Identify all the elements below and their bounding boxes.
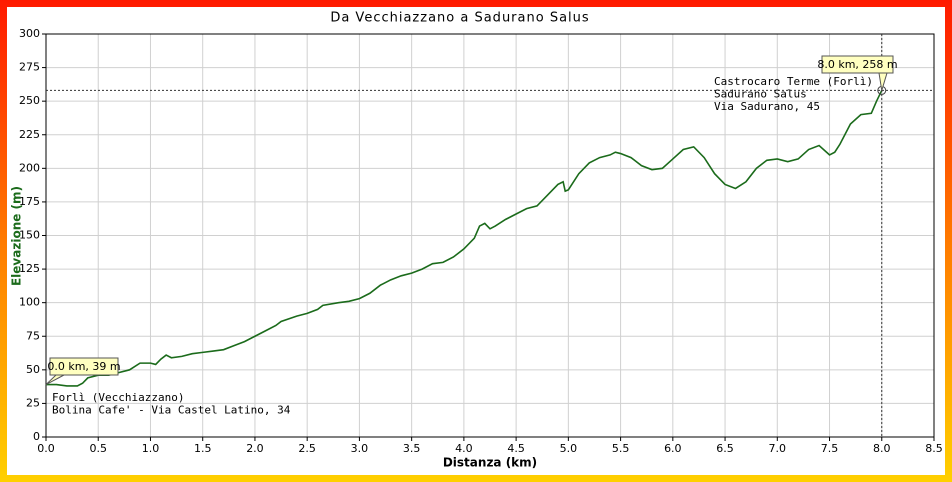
y-tick-label: 100 bbox=[19, 296, 40, 309]
x-tick-label: 2.0 bbox=[246, 442, 264, 455]
y-tick-label: 175 bbox=[19, 195, 40, 208]
y-tick-label: 275 bbox=[19, 61, 40, 74]
x-tick-label: 4.0 bbox=[455, 442, 473, 455]
callout-label: 8.0 km, 258 m bbox=[817, 58, 897, 71]
x-tick-label: 7.5 bbox=[821, 442, 839, 455]
y-tick-label: 25 bbox=[26, 396, 40, 409]
location-text: Sadurano Salus bbox=[714, 88, 807, 101]
y-tick-label: 75 bbox=[26, 329, 40, 342]
y-tick-label: 200 bbox=[19, 161, 40, 174]
x-tick-label: 1.0 bbox=[142, 442, 160, 455]
chart-title: Da Vecchiazzano a Sadurano Salus bbox=[330, 11, 589, 26]
x-tick-label: 5.5 bbox=[612, 442, 630, 455]
y-tick-label: 150 bbox=[19, 229, 40, 242]
x-tick-label: 1.5 bbox=[194, 442, 212, 455]
x-tick-label: 7.0 bbox=[769, 442, 787, 455]
x-tick-label: 8.0 bbox=[873, 442, 891, 455]
x-axis-label: Distanza (km) bbox=[443, 456, 537, 470]
y-tick-label: 300 bbox=[19, 27, 40, 40]
y-tick-label: 125 bbox=[19, 262, 40, 275]
plot-border bbox=[45, 33, 935, 438]
x-tick-label: 4.5 bbox=[507, 442, 525, 455]
location-text: Forlì (Vecchiazzano) bbox=[52, 391, 184, 404]
elevation-line bbox=[46, 90, 883, 387]
x-tick-label: 3.0 bbox=[351, 442, 369, 455]
callout-label: 0.0 km, 39 m bbox=[47, 360, 120, 373]
location-text: Castrocaro Terme (Forlì) bbox=[714, 75, 873, 88]
y-tick-label: 225 bbox=[19, 128, 40, 141]
x-tick-label: 6.0 bbox=[664, 442, 682, 455]
callout-box bbox=[821, 55, 894, 74]
x-tick-label: 8.5 bbox=[925, 442, 943, 455]
y-tick-label: 0 bbox=[33, 430, 40, 443]
x-tick-label: 3.5 bbox=[403, 442, 421, 455]
x-tick-label: 0.5 bbox=[89, 442, 107, 455]
y-tick-label: 250 bbox=[19, 94, 40, 107]
callout-box bbox=[49, 357, 119, 376]
x-tick-label: 2.5 bbox=[298, 442, 316, 455]
y-axis-label: Elevazione (m) bbox=[10, 186, 24, 286]
x-tick-label: 0.0 bbox=[37, 442, 55, 455]
location-text: Via Sadurano, 45 bbox=[714, 100, 820, 113]
panel bbox=[7, 7, 945, 475]
y-tick-label: 50 bbox=[26, 363, 40, 376]
location-text: Bolina Cafe' - Via Castel Latino, 34 bbox=[52, 404, 291, 417]
x-tick-label: 6.5 bbox=[716, 442, 734, 455]
x-tick-label: 5.0 bbox=[560, 442, 578, 455]
